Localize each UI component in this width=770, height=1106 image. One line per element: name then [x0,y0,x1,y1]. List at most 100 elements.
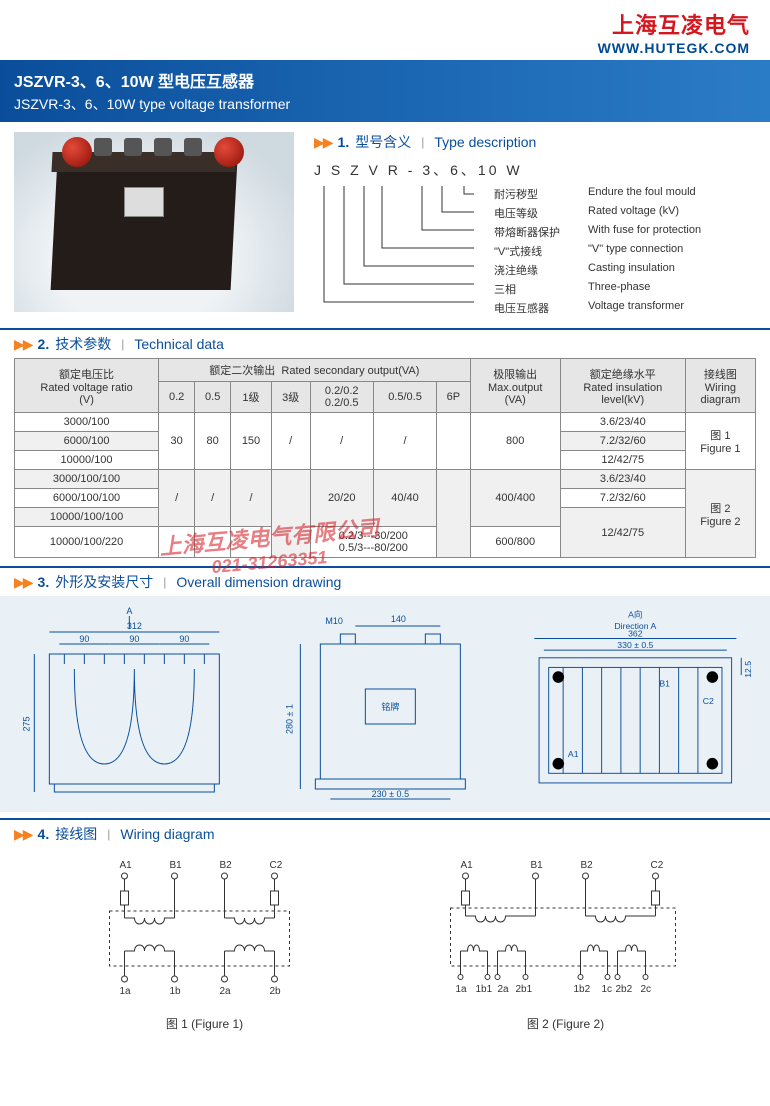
subcol: 1级 [231,382,272,413]
cell: 3000/100 [15,413,159,432]
dimension-drawings: A 312 90 90 90 275 M10 140 铭牌 [0,596,770,812]
product-photo [14,132,294,312]
type-desc-row: 带熔断器保护With fuse for protection [494,224,756,240]
arrow-icon: ▶▶ [14,574,32,591]
sec4-cn: 接线图 [55,824,97,844]
cell: 7.2/32/60 [560,432,685,451]
logo-url: WWW.HUTEGK.COM [20,40,750,56]
svg-text:C2: C2 [703,696,714,706]
svg-text:90: 90 [129,634,139,644]
svg-text:312: 312 [127,621,142,631]
cell [271,470,310,558]
cell: / [231,470,272,527]
col-secondary: 额定二次输出 Rated secondary output(VA) [159,359,471,382]
cell: 图 1Figure 1 [685,413,755,470]
col-wiring: 接线图 Wiring diagram [685,359,755,413]
dim-view-front: A 312 90 90 90 275 [14,604,255,804]
cell: 7.2/32/60 [560,489,685,508]
section-2-heading: ▶▶ 2. 技术参数 | Technical data [0,328,770,358]
cell: 3000/100/100 [15,470,159,489]
cell: 10000/100 [15,451,159,470]
model-code: J S Z V R - 3、6、10 W [314,160,756,180]
type-desc-row: 电压互感器Voltage transformer [494,300,756,316]
cell: / [271,413,310,470]
type-desc-row: 电压等级Rated voltage (kV) [494,205,756,221]
cell: 400/400 [470,470,560,527]
cell: / [159,470,195,527]
arrow-icon: ▶▶ [14,826,32,843]
type-desc-row: 三相Three-phase [494,281,756,297]
svg-text:90: 90 [179,634,189,644]
svg-text:B1: B1 [170,860,183,871]
fig1-caption: 图 1 (Figure 1) [44,1015,365,1032]
svg-text:1b2: 1b2 [574,984,591,995]
cell: 0.2/3---30/2000.5/3---80/200 [310,527,437,558]
cell: 3.6/23/40 [560,470,685,489]
col-ratio: 额定电压比 Rated voltage ratio (V) [15,359,159,413]
separator: | [107,827,110,841]
cell: 10000/100/220 [15,527,159,558]
svg-text:A1: A1 [568,749,579,759]
cell: 40/40 [373,470,436,527]
cell: 12/42/75 [560,451,685,470]
svg-text:B2: B2 [581,860,594,871]
svg-text:C2: C2 [270,860,283,871]
subcol: 0.2 [159,382,195,413]
svg-text:1a: 1a [456,984,468,995]
cell: 10000/100/100 [15,508,159,527]
svg-text:2a: 2a [498,984,510,995]
sec1-en: Type description [434,134,536,150]
cell: / [310,413,373,470]
cell: 80 [195,413,231,470]
svg-text:B2: B2 [220,860,233,871]
section-4-heading: ▶▶ 4. 接线图 | Wiring diagram [0,818,770,848]
svg-text:2b: 2b [270,986,282,997]
cell: / [373,413,436,470]
svg-text:1b: 1b [170,986,182,997]
type-desc-row: "V"式接线"V" type connection [494,243,756,259]
arrow-icon: ▶▶ [14,336,32,353]
cell: 600/800 [470,527,560,558]
section-1-heading: ▶▶ 1. 型号含义 | Type description [314,132,756,152]
wiring-figure-1: A1 B1 B2 C2 1a [44,856,365,1032]
cell [195,527,231,558]
svg-text:2b2: 2b2 [616,984,633,995]
subcol: 6P [437,382,470,413]
cell [159,527,195,558]
sec3-num: 3. [38,574,50,590]
svg-text:12.5: 12.5 [743,661,753,678]
cell: / [195,470,231,527]
section-3-heading: ▶▶ 3. 外形及安装尺寸 | Overall dimension drawin… [0,566,770,596]
cell: 150 [231,413,272,470]
sec3-cn: 外形及安装尺寸 [55,572,153,592]
title-en: JSZVR-3、6、10W type voltage transformer [14,94,756,114]
company-logo: 上海互凌电气 WWW.HUTEGK.COM [0,0,770,60]
col-max: 极限输出 Max.output (VA) [470,359,560,413]
dim-view-top: A向 Direction A 362 330 ± 0.5 A1 B1 C2 12… [515,604,756,804]
svg-text:1c: 1c [602,984,613,995]
logo-cn: 上海互凌电气 [20,8,750,40]
sec2-cn: 技术参数 [55,334,111,354]
wiring-figure-2: A1 B1 B2 C2 [405,856,726,1032]
sec1-num: 1. [338,134,350,150]
cell [437,470,470,558]
separator: | [121,337,124,351]
separator: | [421,135,424,149]
svg-text:2c: 2c [641,984,652,995]
cell: 6000/100/100 [15,489,159,508]
sec3-en: Overall dimension drawing [176,574,341,590]
col-insul: 额定绝缘水平 Rated insulation level(kV) [560,359,685,413]
table-row: 3000/100/100///20/2040/40400/4003.6/23/4… [15,470,756,489]
sec4-en: Wiring diagram [120,826,214,842]
cell [437,413,470,470]
svg-text:90: 90 [79,634,89,644]
svg-text:1b1: 1b1 [476,984,493,995]
sec2-en: Technical data [134,336,224,352]
fig2-caption: 图 2 (Figure 2) [405,1015,726,1032]
arrow-icon: ▶▶ [314,134,332,151]
svg-text:C2: C2 [651,860,664,871]
subcol: 0.5/0.5 [373,382,436,413]
title-cn: JSZVR-3、6、10W 型电压互感器 [14,68,756,92]
cell: 6000/100 [15,432,159,451]
cell: 3.6/23/40 [560,413,685,432]
